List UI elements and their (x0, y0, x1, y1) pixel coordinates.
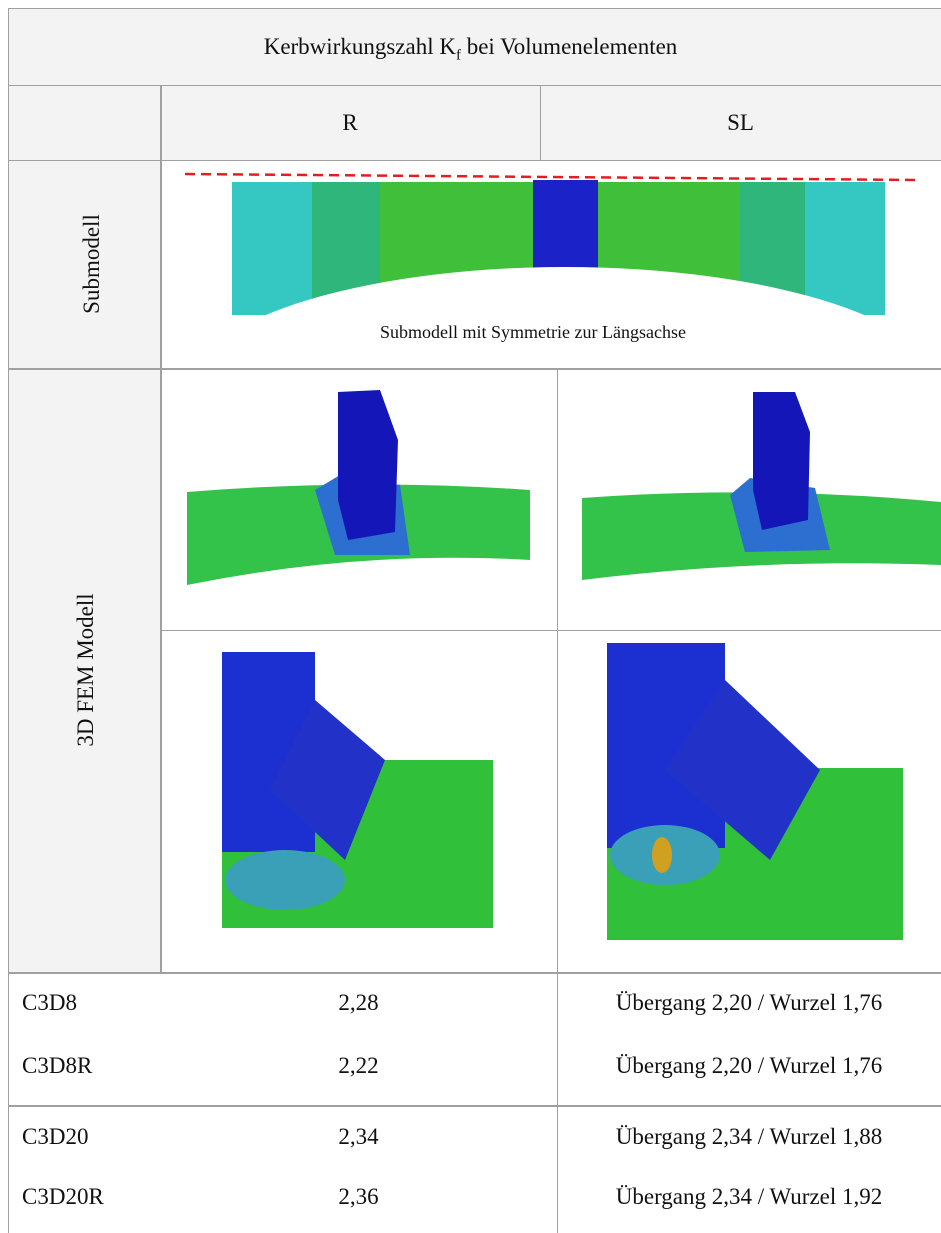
caption: Submodell mit Symmetrie zur Längsachse (380, 322, 686, 342)
submodel-side (805, 182, 885, 315)
submodel-arc (185, 267, 941, 517)
border (8, 85, 941, 86)
column-header: R (342, 110, 358, 135)
fem-stiffener (753, 392, 810, 530)
border (8, 972, 941, 974)
value-sl: Übergang 2,20 / Wurzel 1,76 (615, 1053, 883, 1078)
submodel-plate (533, 180, 598, 268)
border (8, 8, 941, 9)
border (8, 8, 9, 1233)
border (8, 160, 941, 161)
label-column (8, 160, 160, 972)
column-header: SL (727, 110, 754, 135)
fem-detail-weld (665, 680, 820, 860)
row-label: 3D FEM Modell (73, 593, 98, 747)
header-row (8, 85, 941, 160)
fem-detail-weld (270, 700, 385, 860)
title-text: bei Volumenelementen (460, 34, 678, 59)
border (160, 630, 941, 631)
value-r: 2,28 (338, 990, 379, 1015)
row-label: Submodell (79, 214, 104, 314)
fem-detail-notch (225, 850, 345, 910)
symmetry-line (184, 172, 921, 182)
border (8, 1105, 941, 1107)
title-text: Kerbwirkungszahl K (263, 34, 456, 59)
border (8, 368, 941, 370)
value-r: 2,34 (338, 1124, 379, 1149)
value-sl: Übergang 2,34 / Wurzel 1,92 (615, 1184, 883, 1209)
title: Kerbwirkungszahl Kf bei Volumenelementen (0, 34, 941, 65)
border (557, 368, 558, 1233)
value-r: 2,36 (338, 1184, 379, 1209)
element-type: C3D20 (22, 1124, 89, 1149)
value-sl: Übergang 2,20 / Wurzel 1,76 (615, 990, 883, 1015)
element-type: C3D8 (22, 990, 77, 1015)
submodel-side (232, 182, 312, 315)
title-subscript: f (455, 47, 461, 64)
border (160, 85, 162, 972)
title-cell (8, 8, 941, 85)
fem-stiffener (338, 390, 398, 540)
border (540, 85, 541, 160)
value-r: 2,22 (338, 1053, 379, 1078)
element-type: C3D8R (22, 1053, 93, 1078)
fem-detail-root (652, 837, 672, 873)
value-sl: Übergang 2,34 / Wurzel 1,88 (615, 1124, 883, 1149)
element-type: C3D20R (22, 1184, 104, 1209)
